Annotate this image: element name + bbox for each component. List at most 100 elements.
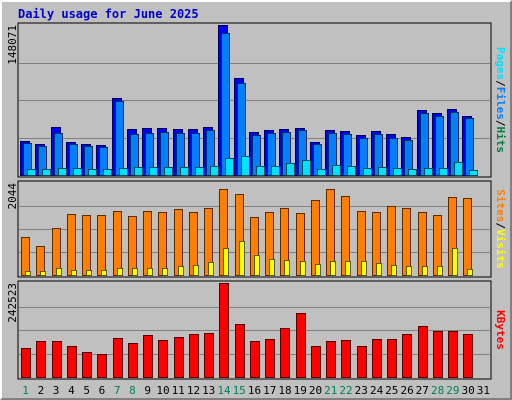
- x-tick-label-day-1: 1: [22, 384, 29, 397]
- bar-pages-day-10: [164, 167, 173, 176]
- x-tick-label-day-18: 18: [278, 384, 291, 397]
- bar-sites-day-20: [315, 264, 321, 276]
- bar-kbytes-day-16: [250, 341, 260, 378]
- legend-hits: Hits: [494, 127, 507, 154]
- bar-sites-day-17: [269, 259, 275, 276]
- bar-pages-day-9: [149, 167, 158, 176]
- bar-kbytes-day-10: [158, 340, 168, 378]
- x-tick-label-day-29: 29: [446, 384, 459, 397]
- bar-kbytes-day-7: [113, 338, 123, 378]
- bar-pages-day-19: [302, 160, 311, 176]
- bar-sites-day-23: [361, 261, 367, 276]
- bar-pages-day-3: [58, 168, 67, 176]
- bar-visits-day-7: [113, 211, 122, 276]
- bar-kbytes-day-22: [341, 340, 351, 378]
- bar-pages-day-30: [469, 170, 478, 176]
- x-tick-label-day-28: 28: [431, 384, 444, 397]
- bar-kbytes-day-20: [311, 346, 321, 378]
- bar-pages-day-16: [256, 166, 265, 176]
- bar-sites-day-24: [376, 263, 382, 276]
- bar-pages-day-14: [225, 158, 234, 176]
- legend-separator: /: [494, 120, 507, 127]
- x-tick-label-day-8: 8: [129, 384, 136, 397]
- bar-kbytes-day-28: [433, 331, 443, 378]
- x-tick-label-day-15: 15: [233, 384, 246, 397]
- bar-kbytes-day-14: [219, 283, 229, 378]
- bar-sites-day-25: [391, 265, 397, 276]
- bar-sites-day-2: [40, 271, 46, 276]
- panel-pages-files-hits-ymax-label: 148071: [6, 25, 19, 65]
- legend-separator: /: [494, 80, 507, 87]
- bar-kbytes-day-17: [265, 339, 275, 378]
- bar-kbytes-day-24: [372, 339, 382, 378]
- bar-pages-day-6: [103, 169, 112, 176]
- bar-pages-day-7: [119, 168, 128, 176]
- x-tick-label-day-12: 12: [187, 384, 200, 397]
- x-tick-label-day-26: 26: [400, 384, 413, 397]
- bar-visits-day-9: [143, 211, 152, 276]
- x-tick-label-day-14: 14: [217, 384, 231, 397]
- x-tick-label-day-22: 22: [339, 384, 352, 397]
- bar-pages-day-5: [88, 169, 97, 176]
- bar-kbytes-day-4: [67, 346, 77, 378]
- x-tick-label-day-3: 3: [53, 384, 60, 397]
- bar-kbytes-day-9: [143, 335, 153, 378]
- bar-visits-day-26: [402, 208, 411, 276]
- bar-kbytes-day-3: [52, 341, 62, 378]
- bar-visits-day-10: [158, 212, 167, 276]
- bar-visits-day-4: [67, 214, 76, 276]
- bar-sites-day-29: [452, 248, 458, 276]
- legend-separator: /: [494, 222, 507, 229]
- bar-kbytes-day-25: [387, 339, 397, 378]
- bar-kbytes-day-12: [189, 334, 199, 378]
- bar-kbytes-day-19: [296, 313, 306, 378]
- x-tick-label-day-24: 24: [370, 384, 384, 397]
- bar-kbytes-day-13: [204, 333, 214, 378]
- bar-pages-day-18: [286, 163, 295, 176]
- panel-sites-visits-legend: Sites/Visits: [494, 189, 507, 269]
- bar-sites-day-4: [71, 270, 77, 276]
- bar-pages-day-17: [271, 166, 280, 176]
- bar-sites-day-13: [208, 262, 214, 276]
- x-tick-label-day-23: 23: [355, 384, 368, 397]
- bar-pages-day-23: [363, 168, 372, 176]
- bar-pages-day-15: [241, 156, 250, 176]
- bar-kbytes-day-21: [326, 341, 336, 378]
- x-tick-label-day-25: 25: [385, 384, 398, 397]
- x-tick-label-day-13: 13: [202, 384, 215, 397]
- bar-pages-day-21: [332, 165, 341, 176]
- bar-kbytes-day-15: [235, 324, 245, 378]
- bar-files-day-14: [221, 33, 230, 176]
- bar-sites-day-30: [467, 269, 473, 276]
- x-tick-label-day-20: 20: [309, 384, 322, 397]
- bar-pages-day-28: [439, 168, 448, 176]
- bar-sites-day-6: [101, 270, 107, 276]
- bar-kbytes-day-27: [418, 326, 428, 378]
- bar-sites-day-8: [132, 268, 138, 276]
- bar-sites-day-16: [254, 255, 260, 276]
- bar-sites-day-1: [25, 271, 31, 276]
- bar-sites-day-27: [422, 266, 428, 276]
- x-tick-label-day-10: 10: [156, 384, 169, 397]
- bar-pages-day-20: [317, 169, 326, 176]
- bar-files-day-7: [115, 101, 124, 176]
- bar-visits-day-5: [82, 215, 91, 276]
- x-tick-label-day-27: 27: [416, 384, 429, 397]
- bar-sites-day-19: [300, 261, 306, 276]
- chart-title: Daily usage for June 2025: [18, 7, 199, 21]
- bar-pages-day-8: [134, 167, 143, 176]
- bar-sites-day-18: [284, 260, 290, 276]
- bar-sites-day-7: [117, 268, 123, 276]
- bar-kbytes-day-23: [357, 346, 367, 378]
- bar-kbytes-day-30: [463, 334, 473, 378]
- bar-sites-day-15: [239, 241, 245, 276]
- x-tick-label-day-6: 6: [99, 384, 106, 397]
- x-tick-label-day-11: 11: [172, 384, 185, 397]
- bar-pages-day-24: [378, 167, 387, 176]
- bar-sites-day-28: [437, 266, 443, 276]
- bar-pages-day-13: [210, 166, 219, 176]
- bar-files-day-28: [435, 116, 444, 176]
- bar-sites-day-5: [86, 270, 92, 276]
- bar-kbytes-day-5: [82, 352, 92, 378]
